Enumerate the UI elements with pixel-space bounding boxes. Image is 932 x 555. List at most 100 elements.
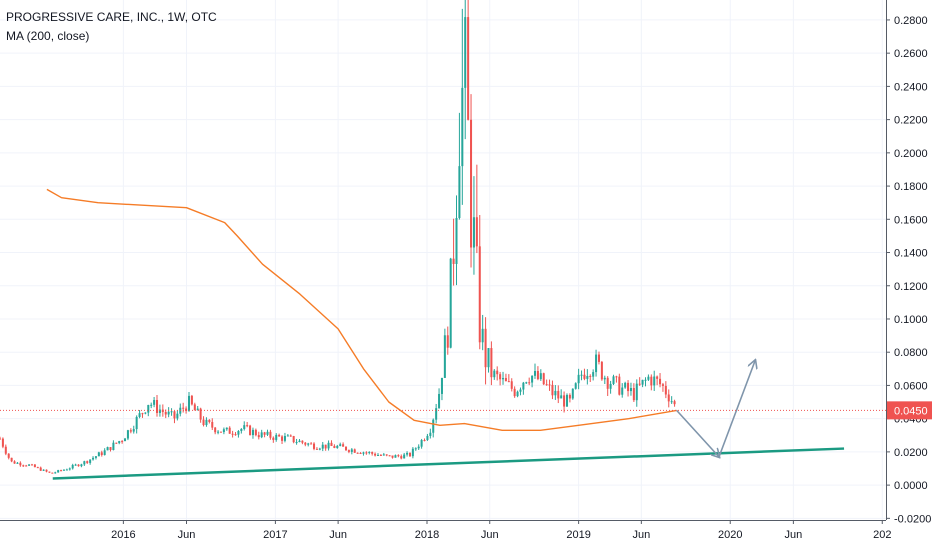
candle-body <box>272 437 275 440</box>
y-tick-label: 0.1000 <box>894 314 928 326</box>
candle-body <box>408 452 411 457</box>
candle-body <box>16 462 19 464</box>
candle-body <box>568 394 571 399</box>
candle-body <box>472 217 475 248</box>
candle-body <box>176 413 179 419</box>
y-tick-label: 0.0200 <box>894 447 928 459</box>
candle-body <box>490 348 493 378</box>
candle-body <box>388 455 391 457</box>
last-price-label: 0.0450 <box>894 405 928 417</box>
candle-body <box>548 384 551 386</box>
candle-body <box>432 419 435 433</box>
candle-body <box>129 430 132 432</box>
candle-body <box>103 450 106 455</box>
candle-body <box>376 454 380 456</box>
candle-body <box>132 429 135 432</box>
candle-body <box>368 452 371 454</box>
candle-body <box>324 444 327 449</box>
candle-body <box>39 467 42 471</box>
candle-body <box>379 454 382 456</box>
candle-body <box>603 377 606 380</box>
candle-body <box>115 442 118 444</box>
candle-body <box>551 384 554 396</box>
y-tick-label: 0.0800 <box>894 347 928 359</box>
legend: PROGRESSIVE CARE, INC., 1W, OTC MA (200,… <box>6 8 217 46</box>
candle-body <box>516 391 519 397</box>
candle-body <box>606 377 609 389</box>
candle-body <box>406 452 409 455</box>
candle-body <box>313 443 316 449</box>
candle-body <box>141 413 144 415</box>
candle-body <box>33 464 36 468</box>
candle-body <box>452 258 455 264</box>
candle-body <box>10 457 13 462</box>
x-tick-label: 2017 <box>263 529 287 541</box>
candle-body <box>350 449 353 452</box>
candle-body <box>278 434 281 437</box>
candle-body <box>205 419 208 426</box>
candle-body <box>627 382 630 392</box>
candle-body <box>371 452 374 454</box>
candle-body <box>525 382 528 384</box>
candle-body <box>234 434 237 436</box>
candle-body <box>304 442 307 445</box>
candle-body <box>656 376 659 379</box>
candle-body <box>307 443 310 445</box>
candle-body <box>478 246 481 343</box>
y-tick-label: 0.1600 <box>894 214 928 226</box>
candle-body <box>356 452 359 454</box>
candle-body <box>68 468 71 470</box>
candle-body <box>365 452 368 454</box>
candle-body <box>19 462 22 466</box>
candle-body <box>243 425 246 430</box>
y-tick-label: 0.2000 <box>894 148 928 160</box>
candle-body <box>487 348 490 368</box>
candle-body <box>170 411 173 413</box>
candle-body <box>22 465 25 467</box>
x-tick-label: 202 <box>873 529 891 541</box>
candle-body <box>641 379 644 385</box>
candle-body <box>403 454 406 459</box>
candle-body <box>51 472 54 474</box>
candle-body <box>635 383 638 401</box>
candle-body <box>4 446 7 454</box>
candle-body <box>237 431 240 435</box>
candle-body <box>144 412 147 414</box>
candle-body <box>54 472 57 474</box>
candle-body <box>260 432 263 438</box>
candle-body <box>301 440 304 443</box>
candle-body <box>374 453 377 456</box>
x-tick-label: 2019 <box>566 529 590 541</box>
candle-body <box>583 374 586 379</box>
candle-body <box>659 378 662 385</box>
candle-body <box>542 373 545 385</box>
candle-body <box>153 399 156 405</box>
candle-body <box>45 469 48 472</box>
candle-body <box>199 408 202 420</box>
candle-body <box>560 395 563 399</box>
candle-body <box>187 395 191 411</box>
candle-body <box>400 456 403 459</box>
candle-body <box>315 448 318 450</box>
candle-body <box>664 385 667 395</box>
candle-body <box>1 438 4 447</box>
candle-body <box>167 411 170 415</box>
candle-body <box>502 378 505 380</box>
candle-body <box>48 471 51 473</box>
candle-body <box>240 429 243 432</box>
candle-body <box>580 374 583 376</box>
candle-body <box>347 450 350 452</box>
candle-body <box>263 432 266 435</box>
candle-body <box>507 381 510 383</box>
candle-body <box>150 404 153 406</box>
candle-body <box>595 354 598 373</box>
candle-body <box>621 387 624 395</box>
y-tick-label: -0.0200 <box>894 513 931 525</box>
candle-body <box>321 444 324 449</box>
candle-body <box>632 388 635 401</box>
candle-body <box>164 412 167 415</box>
y-tick-label: 0.0000 <box>894 480 928 492</box>
